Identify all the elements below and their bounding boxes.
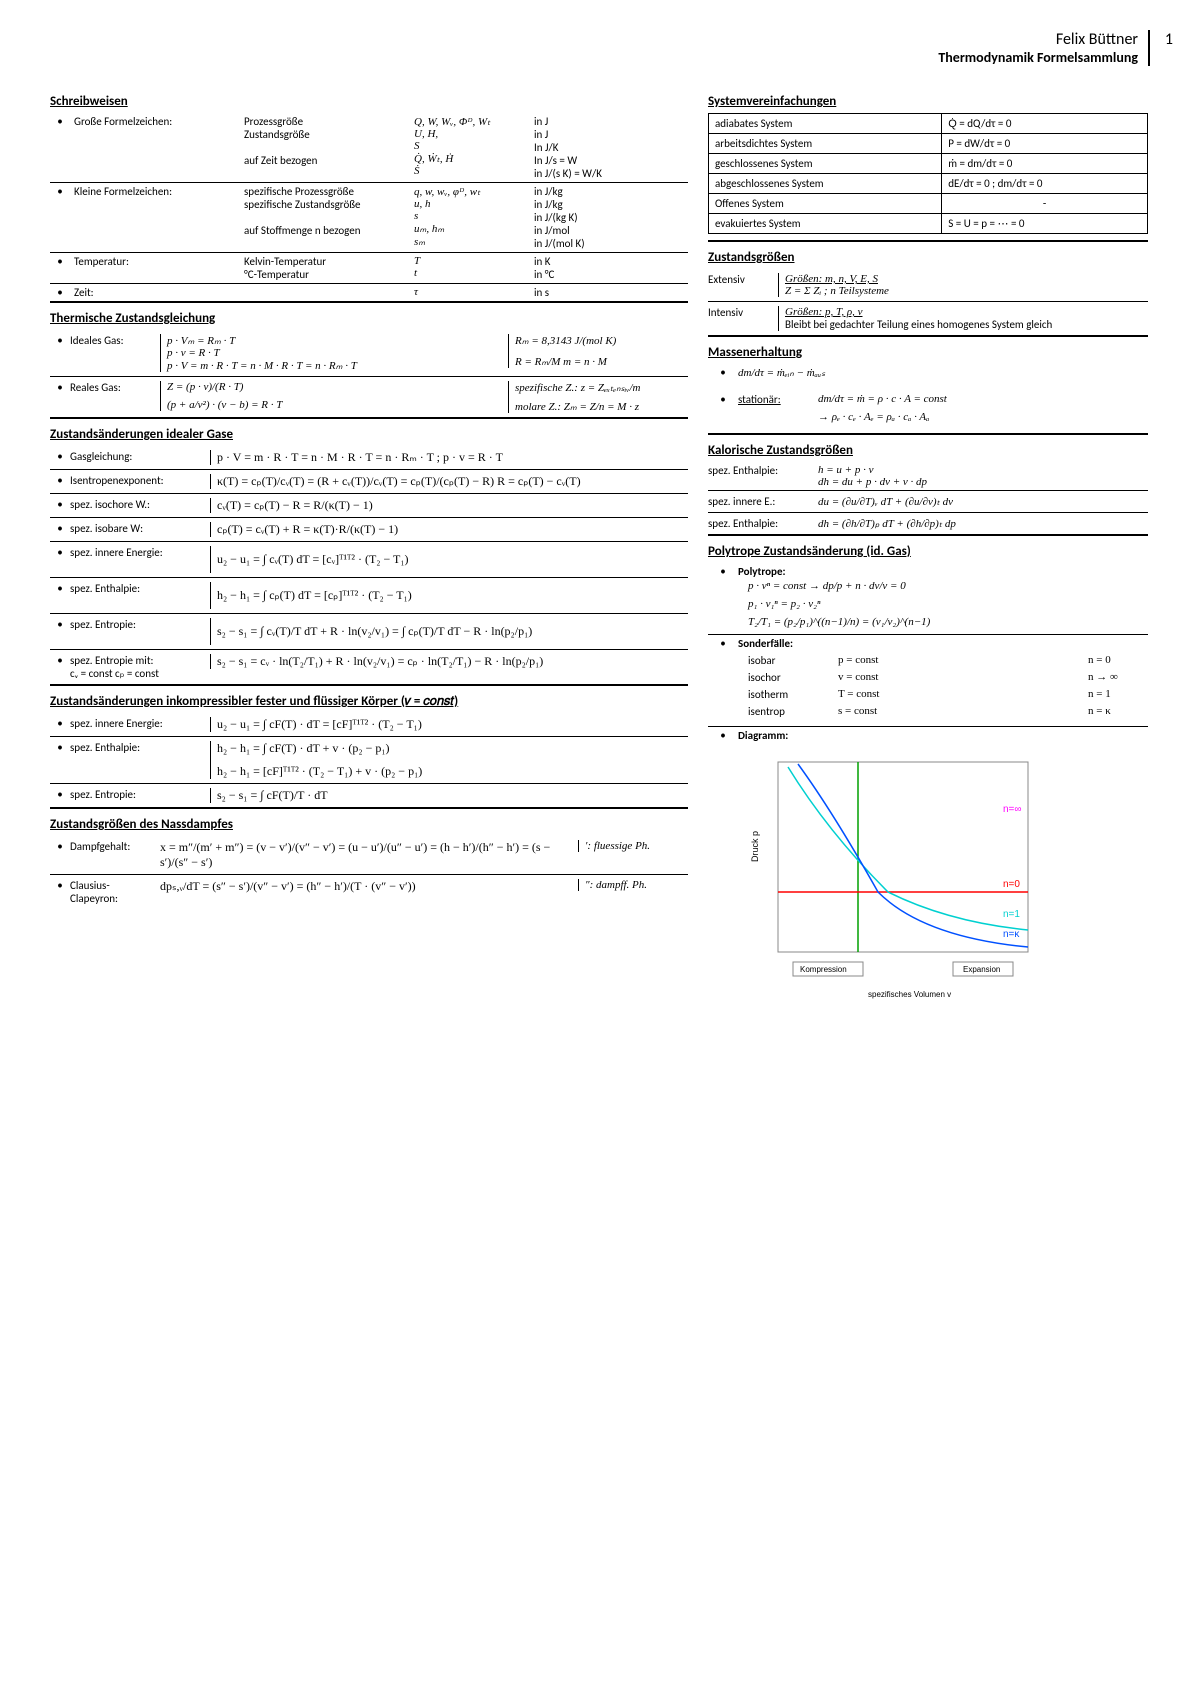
section-schreibweisen: Schreibweisen xyxy=(50,94,688,109)
section-thermische: Thermische Zustandsgleichung xyxy=(50,311,688,326)
label-nk: n=κ xyxy=(1003,929,1020,940)
polytrope-diagram: n=∞ n=0 n=1 n=κ Druck p spezifisches Vol… xyxy=(708,752,1148,1005)
row-label: Ideales Gas: xyxy=(70,334,160,347)
row-label: Große Formelzeichen: xyxy=(70,113,240,182)
row-label: spez. innere E.: xyxy=(708,495,818,508)
author: Felix Büttner xyxy=(50,30,1138,49)
section-masse: Massenerhaltung xyxy=(708,345,1148,360)
left-column: Schreibweisen • Große Formelzeichen: Pro… xyxy=(50,86,688,1005)
stationaer-label: stationär: xyxy=(738,393,818,423)
xlabel: spezifisches Volumen v xyxy=(868,990,951,999)
right-column: Systemvereinfachungen adiabates SystemQ̇… xyxy=(708,86,1148,1005)
ideal-gas-row: • Ideales Gas: p · Vₘ = Rₘ · T p · v = R… xyxy=(50,330,688,376)
row-label: Temperatur: xyxy=(70,253,240,283)
page-number: 1 xyxy=(1165,30,1173,49)
label-ninf: n=∞ xyxy=(1003,804,1022,815)
section-kalorisch: Kalorische Zustandsgrößen xyxy=(708,443,1148,458)
section-systemver: Systemvereinfachungen xyxy=(708,94,1148,109)
row-label: Zeit: xyxy=(70,284,240,301)
row-label: Isentropenexponent: xyxy=(70,474,210,487)
row-label: spez. isobare W: xyxy=(70,522,210,535)
btn-kompression: Kompression xyxy=(800,965,847,974)
ylabel: Druck p xyxy=(750,831,760,862)
sonderfaelle-label: Sonderfälle: xyxy=(738,637,793,650)
row-label: Clausius- Clapeyron: xyxy=(70,879,160,905)
real-gas-row: • Reales Gas: Z = (p · v)/(R · T) (p + a… xyxy=(50,376,688,417)
section-nassdampf: Zustandsgrößen des Nassdampfes xyxy=(50,817,688,832)
row-label: Reales Gas: xyxy=(70,381,160,394)
section-polytrope: Polytrope Zustandsänderung (id. Gas) xyxy=(708,544,1148,559)
extensiv-label: Extensiv xyxy=(708,273,778,297)
row-label: Kleine Formelzeichen: xyxy=(70,183,240,252)
btn-expansion: Expansion xyxy=(963,965,1000,974)
row-label: spez. Entropie: xyxy=(70,618,210,631)
row-label: spez. Enthalpie: xyxy=(70,582,210,595)
row-label: Dampfgehalt: xyxy=(70,840,160,853)
row-label: spez. Enthalpie: xyxy=(70,741,210,754)
row-label: Gasgleichung: xyxy=(70,450,210,463)
main-columns: Schreibweisen • Große Formelzeichen: Pro… xyxy=(50,86,1150,1005)
section-ideal-gas: Zustandsänderungen idealer Gase xyxy=(50,427,688,442)
row-label: spez. innere Energie: xyxy=(70,717,210,730)
label-n1: n=1 xyxy=(1003,909,1020,920)
row-label: spez. innere Energie: xyxy=(70,546,210,559)
pv-chart: n=∞ n=0 n=1 n=κ Druck p spezifisches Vol… xyxy=(738,752,1038,1002)
row-label: spez. Enthalpie: xyxy=(708,517,818,530)
page-header: 1 Felix Büttner Thermodynamik Formelsamm… xyxy=(50,30,1150,66)
diagramm-label: Diagramm: xyxy=(738,729,788,742)
row-label: spez. Enthalpie: xyxy=(708,464,818,488)
section-inkomp: Zustandsänderungen inkompressibler feste… xyxy=(50,694,688,709)
row-label: spez. Entropie mit: cᵥ = const cₚ = cons… xyxy=(70,654,210,680)
schreibweisen-table: • Große Formelzeichen: Prozessgröße Zust… xyxy=(50,113,688,301)
row-label: spez. Entropie: xyxy=(70,788,210,801)
doc-title: Thermodynamik Formelsammlung xyxy=(50,49,1138,66)
row-label: spez. isochore W.: xyxy=(70,498,210,511)
intensiv-label: Intensiv xyxy=(708,306,778,331)
section-zustandsgr: Zustandsgrößen xyxy=(708,250,1148,265)
label-n0: n=0 xyxy=(1003,879,1020,890)
polytrope-label: Polytrope: xyxy=(738,565,786,578)
system-table: adiabates SystemQ̇ = dQ/dτ = 0 arbeitsdi… xyxy=(708,113,1148,234)
